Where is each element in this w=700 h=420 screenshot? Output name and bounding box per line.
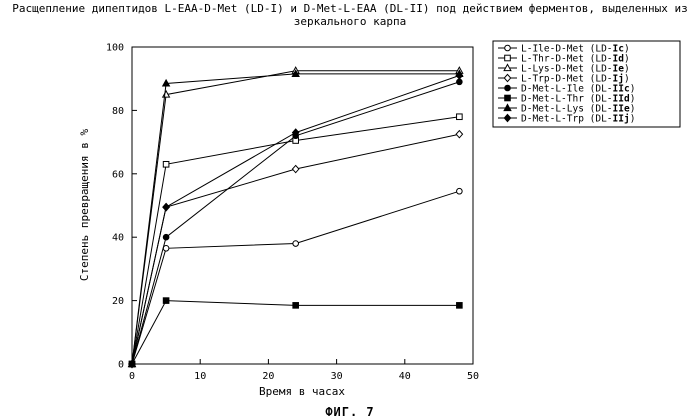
legend-marker xyxy=(505,45,511,51)
data-point xyxy=(457,79,463,85)
series-7 xyxy=(129,70,463,366)
series-4 xyxy=(129,131,463,368)
figure-caption: ФИГ. 7 xyxy=(0,405,700,419)
data-point xyxy=(456,131,462,138)
y-tick-label: 20 xyxy=(112,296,124,307)
x-tick-label: 30 xyxy=(331,371,343,382)
x-tick-label: 20 xyxy=(262,371,274,382)
legend-marker xyxy=(505,95,511,101)
series-6 xyxy=(129,298,462,367)
x-tick-label: 0 xyxy=(129,371,135,382)
y-tick-label: 60 xyxy=(112,169,124,180)
series-5 xyxy=(129,79,462,367)
series-lines xyxy=(129,67,463,367)
x-tick-label: 10 xyxy=(194,371,206,382)
data-point xyxy=(163,234,169,240)
series-line xyxy=(132,71,459,364)
legend: L-Ile-D-Met (LD-Ic)L-Thr-D-Met (LD-Id)L-… xyxy=(493,41,680,127)
series-line xyxy=(132,191,459,364)
series-line xyxy=(132,74,459,364)
series-3 xyxy=(129,67,463,366)
y-tick-label: 80 xyxy=(112,106,124,117)
series-line xyxy=(132,301,459,364)
series-1 xyxy=(129,188,462,366)
y-tick-label: 100 xyxy=(106,43,124,54)
y-tick-label: 40 xyxy=(112,233,124,244)
y-tick-label: 0 xyxy=(118,360,124,371)
y-axis-label: Степень превращения в % xyxy=(78,128,91,281)
data-point xyxy=(457,303,463,309)
legend-label: D-Met-L-Trp (DL-IIj) xyxy=(521,114,635,125)
data-point xyxy=(457,114,463,120)
series-8 xyxy=(129,72,463,368)
x-tick-label: 50 xyxy=(467,371,479,382)
data-point xyxy=(293,303,299,309)
data-point xyxy=(163,161,169,167)
data-point xyxy=(163,203,169,210)
data-point xyxy=(293,241,299,247)
data-point xyxy=(292,165,298,172)
series-line xyxy=(132,76,459,365)
legend-marker xyxy=(505,85,511,91)
data-point xyxy=(457,188,463,194)
x-tick-label: 40 xyxy=(399,371,411,382)
data-point xyxy=(163,298,169,304)
legend-marker xyxy=(505,55,511,61)
x-axis-label: Время в часах xyxy=(259,385,345,398)
